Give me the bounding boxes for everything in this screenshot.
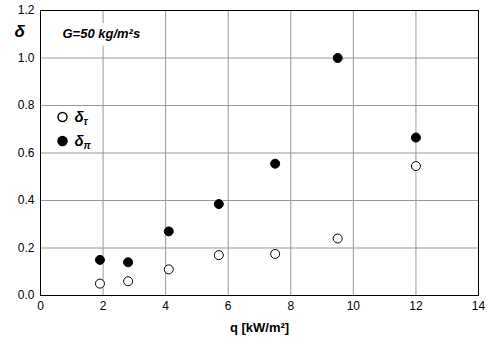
svg-text:6: 6 <box>225 299 232 313</box>
svg-text:π: π <box>84 140 92 151</box>
svg-text:1.2: 1.2 <box>18 3 35 17</box>
svg-text:q [kW/m²]: q [kW/m²] <box>230 320 289 335</box>
svg-text:δ: δ <box>74 107 84 125</box>
svg-text:12: 12 <box>409 299 423 313</box>
svg-text:0.0: 0.0 <box>18 288 35 302</box>
svg-text:1.0: 1.0 <box>18 51 35 65</box>
svg-text:8: 8 <box>287 299 294 313</box>
svg-text:0.6: 0.6 <box>18 146 35 160</box>
svg-text:τ: τ <box>84 116 89 127</box>
svg-text:2: 2 <box>100 299 107 313</box>
svg-text:δ: δ <box>74 131 84 149</box>
svg-text:0: 0 <box>37 299 44 313</box>
svg-text:δ: δ <box>15 22 26 41</box>
svg-text:10: 10 <box>347 299 361 313</box>
svg-text:0.2: 0.2 <box>18 241 35 255</box>
svg-text:4: 4 <box>162 299 169 313</box>
svg-text:0.4: 0.4 <box>18 193 35 207</box>
svg-text:14: 14 <box>472 299 486 313</box>
svg-text:G=50 kg/m²s: G=50 kg/m²s <box>63 26 141 41</box>
svg-text:0.8: 0.8 <box>18 98 35 112</box>
